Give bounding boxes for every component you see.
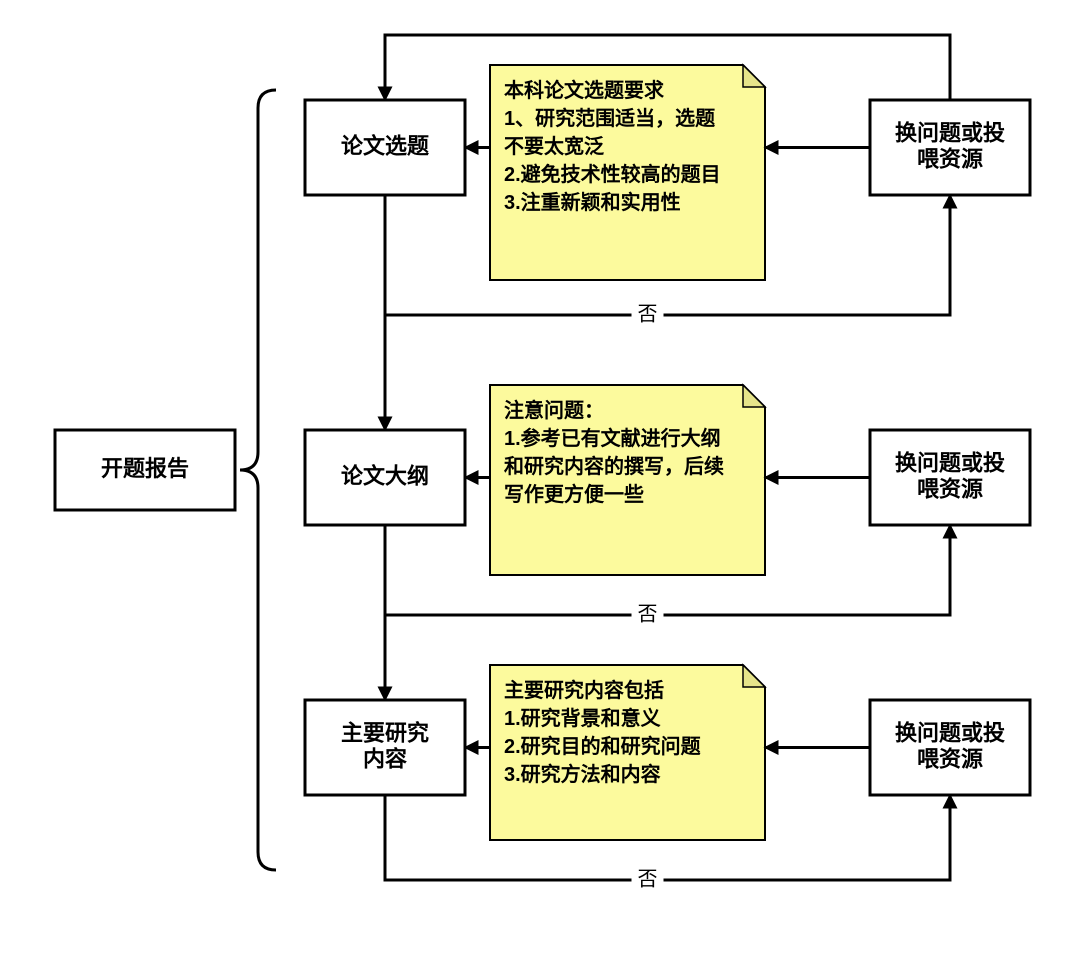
brace-lower — [240, 470, 276, 870]
row1-note-line-4: 3.注重新颖和实用性 — [504, 190, 681, 214]
rows.2.right.label_lines-line-1: 喂资源 — [917, 746, 983, 771]
row2-note-line-1: 1.参考已有文献进行大纲 — [504, 426, 721, 450]
row2-process-box: 论文大纲 — [305, 430, 465, 525]
rows.0.right.label_lines-line-1: 喂资源 — [917, 146, 983, 171]
row3-note-line-2: 2.研究目的和研究问题 — [504, 734, 702, 758]
root-box: 开题报告 — [55, 430, 235, 510]
flowchart-diagram: 开题报告 论文选题 本科论文选题要求 1、研究范围适当，选题不要太宽泛 2.避免技术性较… — [0, 0, 1080, 953]
row2-right-box: 换问题或投喂资源 — [870, 430, 1030, 525]
row3-process-box: 主要研究内容 — [305, 700, 465, 795]
row3-note-line-0: 主要研究内容包括 — [504, 678, 664, 702]
row3-edge-label: 否 — [638, 868, 658, 890]
rows.0.right.label_lines-line-0: 换问题或投 — [895, 120, 1005, 145]
row3-note-line-1: 1.研究背景和意义 — [504, 706, 661, 730]
rows.2.process.label_lines-line-0: 主要研究 — [341, 720, 429, 745]
row1-edge-label: 否 — [638, 303, 658, 325]
row3-note: 主要研究内容包括 1.研究背景和意义 2.研究目的和研究问题 3.研究方法和内容 — [490, 665, 765, 840]
row1-right-box: 换问题或投喂资源 — [870, 100, 1030, 195]
row1-note: 本科论文选题要求 1、研究范围适当，选题不要太宽泛 2.避免技术性较高的题目 3.注重… — [490, 65, 765, 280]
rows.1.right.label_lines-line-1: 喂资源 — [917, 476, 983, 501]
rows.1.right.label_lines-line-0: 换问题或投 — [895, 450, 1005, 475]
row2-note-line-2: 和研究内容的撰写，后续 — [504, 454, 724, 478]
row1-note-line-3: 2.避免技术性较高的题目 — [504, 162, 721, 186]
row1-note-line-0: 本科论文选题要求 — [504, 78, 665, 102]
rows.0.process.label_lines-line-0: 论文选题 — [341, 133, 430, 158]
row2-note: 注意问题： 1.参考已有文献进行大纲和研究内容的撰写，后续写作更方便一些 — [490, 385, 765, 575]
row1-process-box: 论文选题 — [305, 100, 465, 195]
row3-note-line-3: 3.研究方法和内容 — [504, 762, 661, 786]
row2-note-line-0: 注意问题： — [504, 398, 604, 422]
row1-note-line-1: 1、研究范围适当，选题 — [504, 106, 716, 130]
row2-note-line-3: 写作更方便一些 — [504, 482, 644, 506]
rows.2.right.label_lines-line-0: 换问题或投 — [895, 720, 1005, 745]
row1-note-line-2: 不要太宽泛 — [504, 134, 604, 158]
root-label: 开题报告 — [101, 456, 189, 481]
rows.2.process.label_lines-line-1: 内容 — [363, 746, 407, 771]
brace-upper — [240, 90, 276, 470]
row2-edge-label: 否 — [638, 603, 658, 625]
rows.1.process.label_lines-line-0: 论文大纲 — [341, 463, 429, 488]
row3-right-box: 换问题或投喂资源 — [870, 700, 1030, 795]
